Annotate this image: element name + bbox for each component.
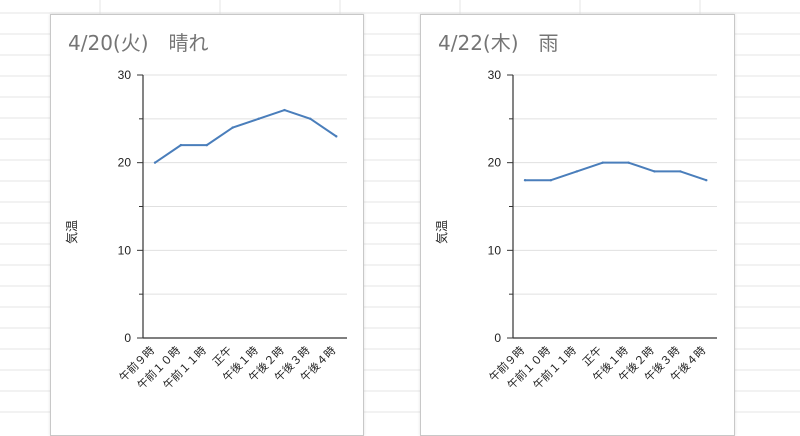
chart-title: 4/22(木) 雨 <box>438 31 559 55</box>
data-point <box>679 170 682 173</box>
data-point <box>601 161 604 164</box>
data-point <box>231 126 234 129</box>
y-tick-label: 10 <box>488 243 502 257</box>
data-point <box>549 179 553 182</box>
chart-title: 4/20(火) 晴れ <box>68 31 209 55</box>
data-point <box>179 143 183 147</box>
y-tick-label: 30 <box>118 68 132 82</box>
y-tick-label: 0 <box>494 331 501 345</box>
series-line <box>154 109 337 164</box>
data-point <box>705 179 708 182</box>
chart-card-apr20[interactable]: 4/20(火) 晴れ 0 10 20 30 気温 午前９時 午前１０時 午前１１時 正午 午後１時午… <box>50 14 364 436</box>
series-line <box>525 161 707 182</box>
y-axis-label: 気温 <box>434 220 449 244</box>
data-point <box>205 143 208 147</box>
data-point <box>335 135 338 138</box>
y-tick-label: 20 <box>488 156 502 170</box>
chart-card-apr22[interactable]: 4/22(木) 雨 0 10 20 30 気温 午前９時 午前１０時 午前１１時 正午 午後１時 午後… <box>420 14 735 436</box>
data-point <box>283 108 286 112</box>
y-tick-label: 30 <box>488 68 502 82</box>
data-point <box>257 117 260 121</box>
y-tick-label: 0 <box>124 331 131 345</box>
y-axis-label: 気温 <box>64 220 79 244</box>
data-point <box>653 170 656 173</box>
data-point <box>153 161 157 164</box>
data-point <box>627 161 630 164</box>
data-point <box>523 179 527 182</box>
data-point <box>309 117 312 121</box>
y-tick-label: 20 <box>118 156 132 170</box>
y-tick-label: 10 <box>118 243 132 257</box>
data-point <box>575 170 578 173</box>
